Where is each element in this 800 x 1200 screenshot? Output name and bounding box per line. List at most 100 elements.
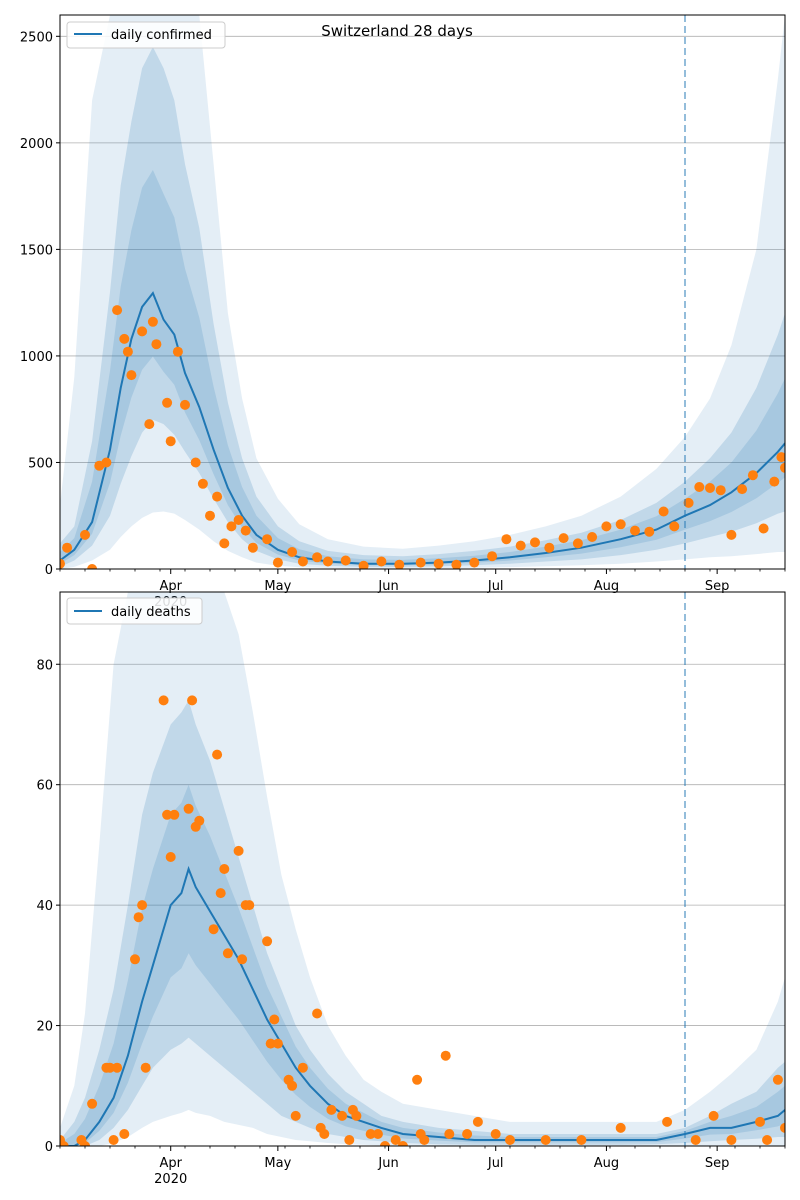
confirmed-data-point — [197, 478, 208, 489]
confirmed-data-point — [101, 457, 112, 468]
deaths-data-point — [119, 1129, 130, 1139]
deaths-data-point — [60, 1141, 69, 1146]
confirmed-data-point — [415, 557, 426, 568]
deaths-data-point — [165, 852, 176, 862]
deaths-y-tick-label: 60 — [36, 779, 53, 794]
deaths-data-point — [290, 1110, 301, 1121]
confirmed-data-point — [172, 346, 183, 357]
deaths-data-point — [130, 954, 140, 965]
deaths-data-point — [108, 1135, 119, 1145]
confirmed-data-point — [501, 534, 512, 545]
confirmed-data-point — [747, 470, 758, 481]
deaths-data-point — [762, 1135, 773, 1145]
deaths-data-point — [244, 900, 255, 911]
confirmed-data-point — [705, 483, 715, 493]
deaths-legend-label: daily deaths — [111, 605, 191, 620]
confirmed-data-point — [694, 482, 705, 492]
confirmed-data-point — [358, 560, 369, 569]
confirmed-uncertainty-bands — [60, 15, 785, 569]
confirmed-data-point — [715, 485, 726, 496]
deaths-data-point — [576, 1135, 587, 1145]
deaths-data-point — [80, 1141, 90, 1146]
confirmed-data-point — [758, 523, 769, 534]
confirmed-data-point — [60, 558, 65, 569]
deaths-uncertainty-bands — [60, 592, 785, 1146]
confirmed-data-point — [62, 542, 73, 553]
confirmed-x-tick-label: Aug — [594, 579, 619, 594]
confirmed-data-point — [558, 533, 569, 544]
deaths-y-tick-label: 0 — [45, 1140, 53, 1155]
confirmed-x-tick-label: Sep — [705, 579, 730, 594]
deaths-data-point — [208, 924, 219, 935]
confirmed-inner-band — [60, 47, 785, 567]
confirmed-legend: daily confirmed — [66, 21, 226, 49]
confirmed-data-point — [122, 346, 133, 357]
confirmed-observed-points — [60, 305, 785, 569]
deaths-inner-band — [60, 700, 785, 1146]
deaths-x-tick-label: May — [264, 1156, 291, 1171]
confirmed-data-point — [297, 556, 308, 567]
deaths-data-point — [780, 1122, 785, 1133]
deaths-data-point — [237, 954, 248, 965]
confirmed-data-point — [658, 506, 669, 517]
deaths-data-point — [444, 1129, 455, 1139]
deaths-data-point — [319, 1129, 330, 1139]
confirmed-legend-label: daily confirmed — [111, 28, 212, 43]
confirmed-x-tick-label: Jun — [377, 579, 398, 594]
confirmed-data-point — [544, 542, 555, 553]
deaths-y-tick-label: 20 — [36, 1020, 53, 1035]
deaths-x-tick-label: Sep — [705, 1156, 730, 1171]
deaths-data-point — [169, 809, 180, 820]
deaths-data-point — [287, 1080, 298, 1091]
deaths-data-point — [312, 1008, 323, 1019]
confirmed-data-point — [737, 484, 748, 495]
deaths-y-tick-label: 80 — [36, 658, 53, 673]
deaths-data-point — [440, 1050, 451, 1061]
deaths-data-point — [690, 1135, 701, 1145]
deaths-data-point — [755, 1116, 765, 1127]
deaths-data-point — [105, 1062, 115, 1073]
deaths-x-tick-label: Jun — [377, 1156, 398, 1171]
confirmed-data-point — [126, 370, 137, 381]
deaths-data-point — [708, 1110, 719, 1121]
deaths-data-point — [183, 803, 194, 814]
deaths-data-point — [137, 900, 148, 911]
deaths-data-point — [112, 1062, 123, 1073]
deaths-data-point — [351, 1110, 362, 1121]
confirmed-data-point — [262, 534, 273, 545]
deaths-data-point — [87, 1098, 98, 1109]
deaths-data-point — [222, 948, 233, 959]
deaths-legend: daily deaths — [66, 597, 203, 625]
confirmed-y-tick-label: 1500 — [20, 243, 53, 258]
confirmed-data-point — [572, 538, 583, 549]
confirmed-data-point — [487, 551, 498, 562]
deaths-data-point — [140, 1062, 151, 1073]
confirmed-data-point — [726, 529, 737, 540]
confirmed-legend-box — [66, 21, 226, 49]
chart-title: Switzerland 28 days — [321, 22, 473, 40]
confirmed-data-point — [226, 521, 237, 532]
confirmed-data-point — [769, 476, 780, 487]
confirmed-data-point — [601, 521, 612, 532]
confirmed-y-tick-label: 0 — [45, 563, 53, 578]
deaths-axes-frame — [59, 591, 786, 1147]
confirmed-data-point — [233, 515, 244, 525]
confirmed-data-point — [180, 399, 190, 410]
deaths-data-point — [219, 864, 230, 874]
deaths-data-point — [133, 912, 144, 923]
deaths-data-point — [326, 1104, 337, 1115]
deaths-data-point — [380, 1141, 390, 1146]
deaths-data-point — [212, 749, 223, 760]
deaths-observed-points — [60, 695, 785, 1146]
confirmed-data-point — [615, 519, 626, 530]
confirmed-data-point — [469, 557, 480, 568]
confirmed-data-point — [287, 547, 298, 557]
deaths-series-lines — [60, 865, 785, 1146]
deaths-outer-band — [60, 592, 785, 1146]
confirmed-data-point — [151, 339, 162, 350]
deaths-data-point — [472, 1116, 483, 1127]
confirmed-y-tick-label: 2000 — [20, 137, 53, 152]
